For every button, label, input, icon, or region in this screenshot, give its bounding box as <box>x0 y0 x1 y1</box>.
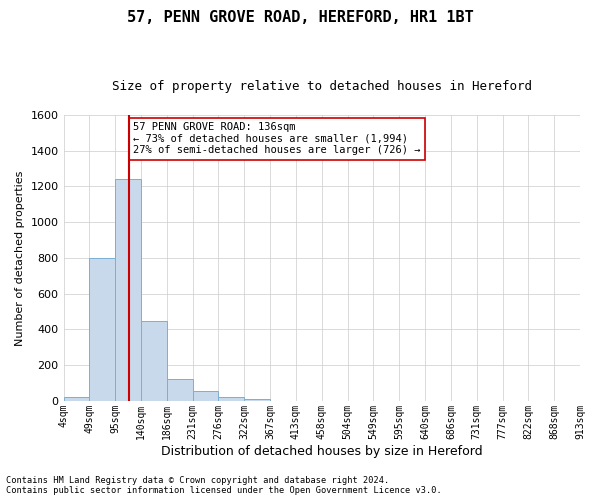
Text: 57, PENN GROVE ROAD, HEREFORD, HR1 1BT: 57, PENN GROVE ROAD, HEREFORD, HR1 1BT <box>127 10 473 25</box>
Y-axis label: Number of detached properties: Number of detached properties <box>15 170 25 346</box>
Bar <box>218 398 244 401</box>
Bar <box>115 180 141 401</box>
Title: Size of property relative to detached houses in Hereford: Size of property relative to detached ho… <box>112 80 532 93</box>
Text: Contains HM Land Registry data © Crown copyright and database right 2024.
Contai: Contains HM Land Registry data © Crown c… <box>6 476 442 495</box>
Bar <box>167 380 193 401</box>
Bar <box>89 258 115 401</box>
Bar <box>64 398 89 401</box>
Bar <box>193 391 218 401</box>
Bar <box>141 320 167 401</box>
X-axis label: Distribution of detached houses by size in Hereford: Distribution of detached houses by size … <box>161 444 482 458</box>
Text: 57 PENN GROVE ROAD: 136sqm
← 73% of detached houses are smaller (1,994)
27% of s: 57 PENN GROVE ROAD: 136sqm ← 73% of deta… <box>133 122 421 156</box>
Bar <box>244 399 270 401</box>
